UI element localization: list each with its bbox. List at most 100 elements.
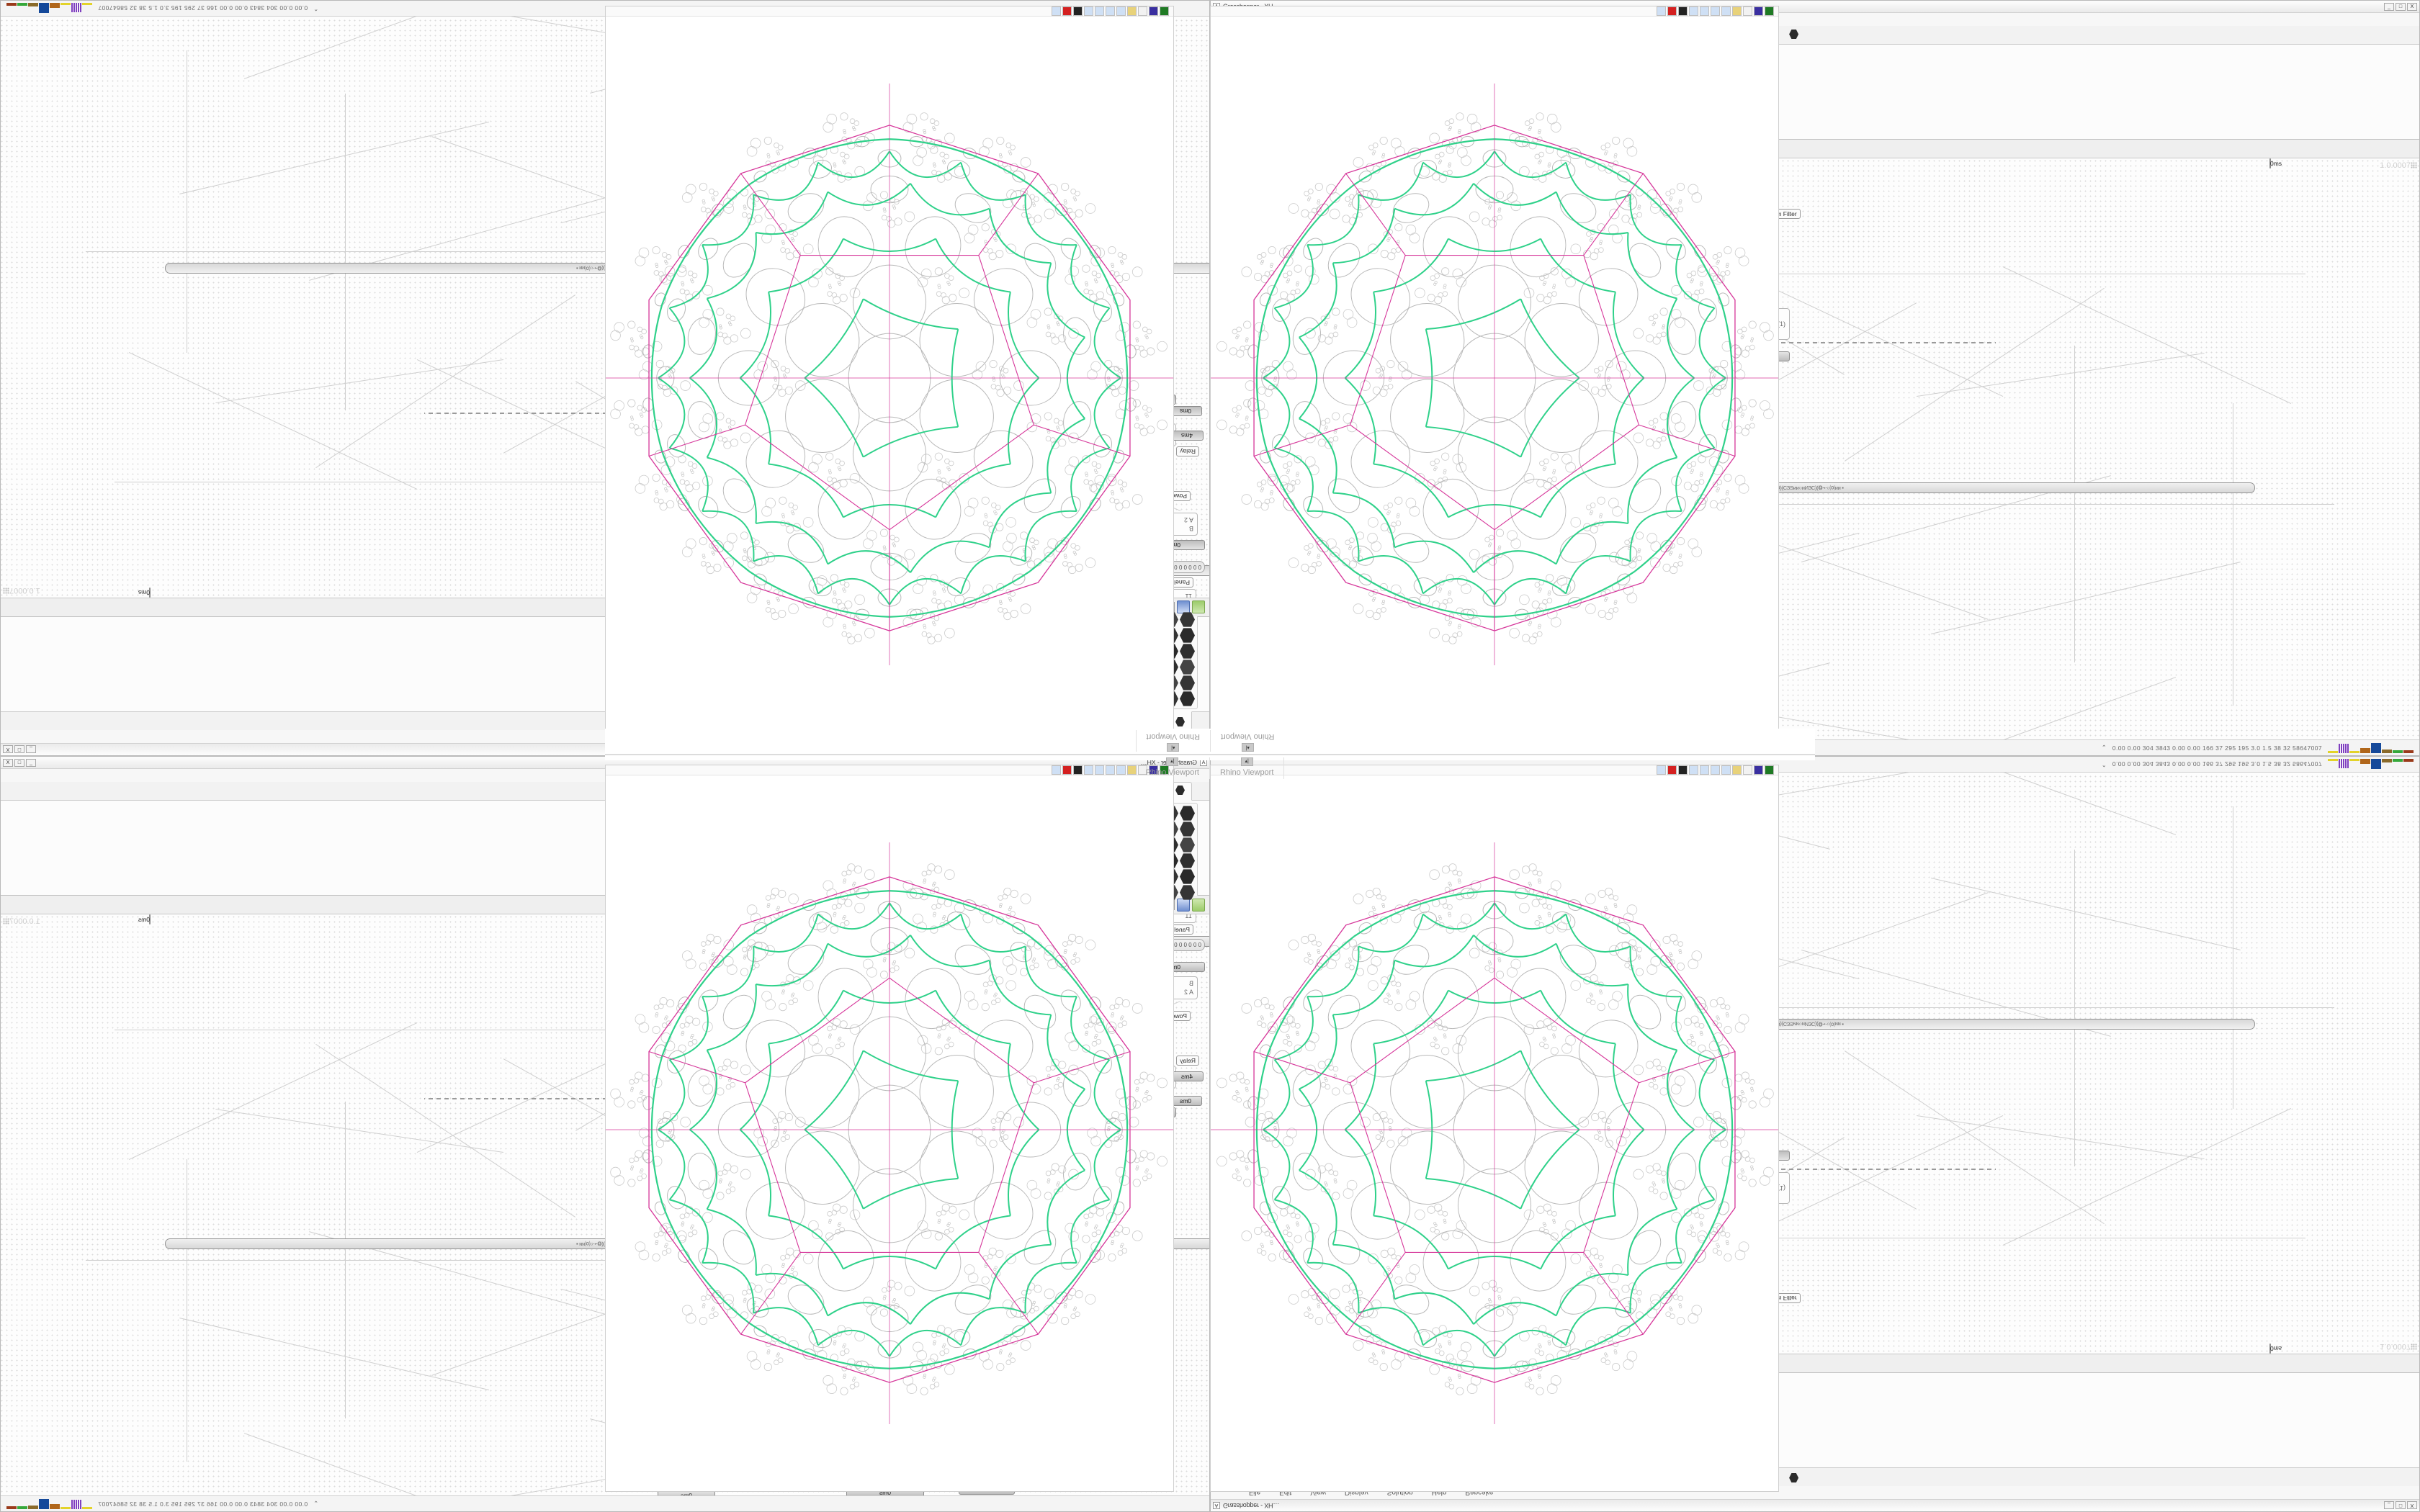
save-purple-icon[interactable] xyxy=(1149,765,1158,775)
window-controls[interactable]: _ □ X xyxy=(3,745,36,754)
folder-icon[interactable] xyxy=(1732,6,1742,16)
resize-grip[interactable] xyxy=(3,918,9,924)
ribbon-component-icon[interactable] xyxy=(1180,853,1195,868)
ribbon-component-icon[interactable] xyxy=(1180,644,1195,659)
ribbon-component-icon[interactable] xyxy=(1180,628,1195,643)
resize-grip[interactable] xyxy=(2411,1344,2417,1350)
maximize-button[interactable]: □ xyxy=(14,745,24,754)
stop-red-icon[interactable] xyxy=(1062,6,1072,16)
viewport-tab[interactable]: ▴| Rhino Viewport xyxy=(1210,730,1285,752)
page-blue-icon[interactable] xyxy=(1106,765,1115,775)
page-blue-icon[interactable] xyxy=(1711,765,1720,775)
rhino-canvas[interactable] xyxy=(606,17,1173,732)
maximize-button[interactable]: □ xyxy=(14,758,24,767)
close-button[interactable]: X xyxy=(2407,1501,2417,1510)
rhino-viewport-bottom-right[interactable] xyxy=(1210,765,1779,1492)
viewport-tabs-lower[interactable]: ▴| Rhino Viewport ▴| Rhino Viewport xyxy=(605,755,1815,780)
page-blue-icon[interactable] xyxy=(1689,765,1698,775)
page-blue-icon[interactable] xyxy=(1084,6,1093,16)
close-button[interactable]: X xyxy=(3,745,13,754)
stop-red-icon[interactable] xyxy=(1062,765,1072,775)
save-icon[interactable] xyxy=(1177,898,1190,912)
viewport-tab[interactable]: ▴| Rhino Viewport xyxy=(1136,757,1210,779)
save-purple-icon[interactable] xyxy=(1754,6,1763,16)
save-green-icon[interactable] xyxy=(1765,765,1774,775)
save-green-icon[interactable] xyxy=(1765,6,1774,16)
rhino-toolbar[interactable] xyxy=(606,6,1173,17)
save-purple-icon[interactable] xyxy=(1149,6,1158,16)
ribbon-tab-halftone-icon[interactable] xyxy=(1783,1468,1805,1485)
resize-grip[interactable] xyxy=(3,588,9,594)
rhino-viewport-top-left[interactable] xyxy=(605,6,1174,733)
ribbon-tab-halftone-icon[interactable] xyxy=(1783,27,1805,44)
stop-red-icon[interactable] xyxy=(1667,765,1677,775)
new-file-icon[interactable] xyxy=(1192,898,1205,912)
maximize-button[interactable]: □ xyxy=(2396,2,2406,11)
sphere-icon[interactable] xyxy=(1138,765,1147,775)
window-controls[interactable]: _ □ X xyxy=(2384,1501,2417,1510)
rhino-viewport-bottom-left[interactable] xyxy=(605,765,1174,1492)
window-controls[interactable]: _ □ X xyxy=(3,758,36,767)
ribbon-component-icon[interactable] xyxy=(1180,675,1195,690)
cone-icon[interactable] xyxy=(1678,6,1688,16)
ribbon-component-icon[interactable] xyxy=(1180,837,1195,852)
cone-icon[interactable] xyxy=(1678,765,1688,775)
cone-icon[interactable] xyxy=(1073,6,1083,16)
rhino-canvas[interactable] xyxy=(606,775,1173,1491)
page-blue-icon[interactable] xyxy=(1700,765,1709,775)
calculator-icon[interactable] xyxy=(1052,6,1061,16)
calculator-icon[interactable] xyxy=(1657,6,1666,16)
minimize-button[interactable]: _ xyxy=(2384,1501,2394,1510)
rhino-canvas[interactable] xyxy=(1211,17,1778,732)
minimize-button[interactable]: _ xyxy=(2384,2,2394,11)
ribbon-component-icon[interactable] xyxy=(1180,806,1195,821)
page-blue-icon[interactable] xyxy=(1095,765,1104,775)
save-green-icon[interactable] xyxy=(1160,6,1169,16)
maximize-button[interactable]: □ xyxy=(2396,1501,2406,1510)
page-blue-icon[interactable] xyxy=(1711,6,1720,16)
rhino-viewport-top-right[interactable] xyxy=(1210,6,1779,733)
ribbon-component-icon[interactable] xyxy=(1180,869,1195,884)
minimize-button[interactable]: _ xyxy=(26,758,36,767)
page-blue-icon[interactable] xyxy=(1721,765,1731,775)
resize-grip[interactable] xyxy=(2411,162,2417,168)
save-purple-icon[interactable] xyxy=(1754,765,1763,775)
folder-icon[interactable] xyxy=(1127,765,1137,775)
status-values: 0.00 0.00 304 3843 0.00 0.00 166 37 295 … xyxy=(2112,760,2322,768)
rhino-canvas[interactable] xyxy=(1211,775,1778,1491)
ribbon-component-icon[interactable] xyxy=(1180,691,1195,706)
viewport-tabs-upper[interactable]: ▴| Rhino Viewport ▴| Rhino Viewport xyxy=(605,729,1815,755)
rhino-toolbar[interactable] xyxy=(1211,765,1778,775)
save-icon[interactable] xyxy=(1177,600,1190,614)
save-green-icon[interactable] xyxy=(1160,765,1169,775)
page-blue-icon[interactable] xyxy=(1095,6,1104,16)
page-blue-icon[interactable] xyxy=(1700,6,1709,16)
sphere-icon[interactable] xyxy=(1743,765,1752,775)
cone-icon[interactable] xyxy=(1073,765,1083,775)
close-button[interactable]: X xyxy=(2407,2,2417,11)
viewport-tab[interactable]: ▴| Rhino Viewport xyxy=(1135,730,1210,752)
window-controls[interactable]: _ □ X xyxy=(2384,2,2417,11)
page-blue-icon[interactable] xyxy=(1084,765,1093,775)
page-blue-icon[interactable] xyxy=(1721,6,1731,16)
viewport-tab[interactable]: ▴| Rhino Viewport xyxy=(1210,757,1285,779)
rhino-toolbar[interactable] xyxy=(606,765,1173,775)
folder-icon[interactable] xyxy=(1732,765,1742,775)
sphere-icon[interactable] xyxy=(1743,6,1752,16)
page-blue-icon[interactable] xyxy=(1106,6,1115,16)
page-blue-icon[interactable] xyxy=(1116,6,1126,16)
calculator-icon[interactable] xyxy=(1657,765,1666,775)
ribbon-component-icon[interactable] xyxy=(1180,660,1195,675)
close-button[interactable]: X xyxy=(3,758,13,767)
ribbon-component-icon[interactable] xyxy=(1180,822,1195,837)
folder-icon[interactable] xyxy=(1127,6,1137,16)
rhino-toolbar[interactable] xyxy=(1211,6,1778,17)
minimize-button[interactable]: _ xyxy=(26,745,36,754)
new-file-icon[interactable] xyxy=(1192,600,1205,614)
stop-red-icon[interactable] xyxy=(1667,6,1677,16)
calculator-icon[interactable] xyxy=(1052,765,1061,775)
halftone-icon xyxy=(1789,1473,1798,1482)
page-blue-icon[interactable] xyxy=(1116,765,1126,775)
page-blue-icon[interactable] xyxy=(1689,6,1698,16)
sphere-icon[interactable] xyxy=(1138,6,1147,16)
